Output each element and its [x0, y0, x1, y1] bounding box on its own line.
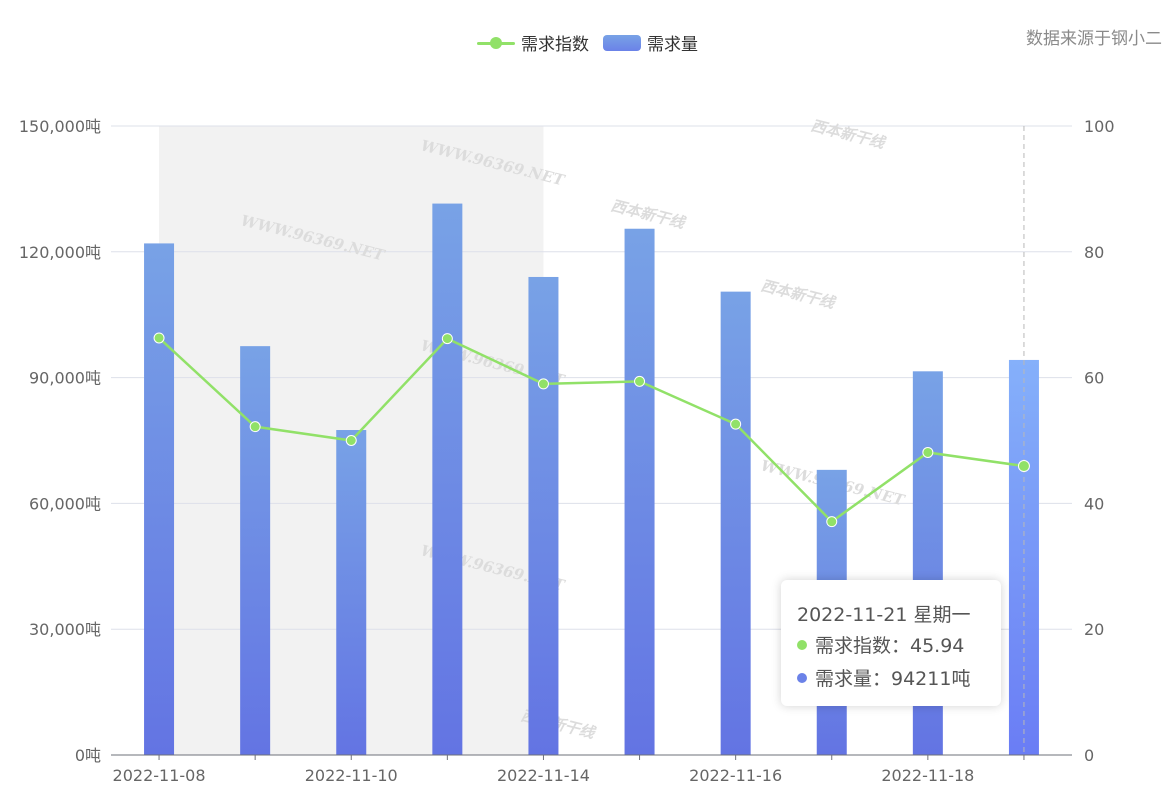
tooltip-dot-volume	[797, 672, 807, 683]
x-tick-label: 2022-11-10	[305, 766, 398, 785]
y-left-tick-label: 120,000吨	[19, 243, 101, 262]
y-left-tick-label: 30,000吨	[29, 620, 101, 639]
y-right-tick-label: 40	[1084, 494, 1104, 513]
source-note: 数据来源于钢小二	[1026, 29, 1162, 49]
legend-label-index: 需求指数	[521, 35, 589, 55]
x-tick-label: 2022-11-08	[113, 766, 206, 785]
index-point	[922, 446, 934, 458]
y-right-tick-label: 0	[1084, 746, 1094, 765]
tooltip-dot-index	[797, 639, 807, 650]
y-left-tick-label: 150,000吨	[19, 117, 101, 136]
index-point	[1017, 460, 1030, 473]
index-point	[441, 333, 453, 345]
legend: 需求指数 需求量	[477, 30, 712, 55]
index-point	[634, 375, 646, 387]
bar	[336, 430, 367, 755]
bar	[144, 243, 175, 755]
legend-label-volume: 需求量	[647, 35, 698, 55]
watermark-brand: 西本新干线	[609, 196, 688, 232]
x-tick-label: 2022-11-18	[881, 766, 974, 785]
tooltip-label-index: 需求指数：45.94	[815, 635, 965, 657]
x-tick-label: 2022-11-14	[497, 766, 590, 785]
watermark-brand: 西本新干线	[759, 276, 838, 312]
bar	[720, 291, 751, 755]
y-right-tick-label: 100	[1084, 117, 1115, 136]
watermark-brand: 西本新干线	[809, 116, 888, 152]
y-right-tick-label: 80	[1084, 243, 1104, 262]
tooltip-label-volume: 需求量：94211吨	[815, 668, 971, 690]
tooltip-title: 2022-11-21 星期一	[797, 603, 971, 626]
index-point	[249, 421, 261, 433]
y-left-tick-label: 0吨	[75, 746, 101, 765]
legend-item-volume[interactable]: 需求量	[603, 30, 698, 55]
index-point	[345, 435, 357, 446]
line-legend-icon	[477, 36, 515, 50]
tooltip-row-index: 需求指数：45.94	[797, 628, 1001, 661]
tooltip-row-volume: 需求量：94211吨	[797, 661, 1001, 694]
index-point	[730, 418, 742, 430]
legend-item-index[interactable]: 需求指数	[477, 30, 589, 55]
index-point	[826, 516, 838, 528]
x-tick-label: 2022-11-16	[689, 766, 782, 785]
line-legend-dot	[490, 36, 502, 49]
bar	[240, 346, 271, 755]
index-line	[158, 337, 1025, 524]
tooltip: 2022-11-21 星期一 需求指数：45.94 需求量：94211吨	[781, 580, 1001, 706]
y-right-tick-label: 60	[1084, 369, 1104, 388]
y-left-tick-label: 60,000吨	[29, 494, 101, 513]
y-left-tick-label: 90,000吨	[29, 369, 101, 388]
bar	[624, 228, 655, 755]
bar	[432, 203, 463, 755]
index-point	[153, 332, 165, 344]
index-point	[537, 378, 549, 390]
bar-legend-icon	[603, 34, 641, 51]
bar	[528, 276, 559, 755]
y-right-tick-label: 20	[1084, 620, 1104, 639]
